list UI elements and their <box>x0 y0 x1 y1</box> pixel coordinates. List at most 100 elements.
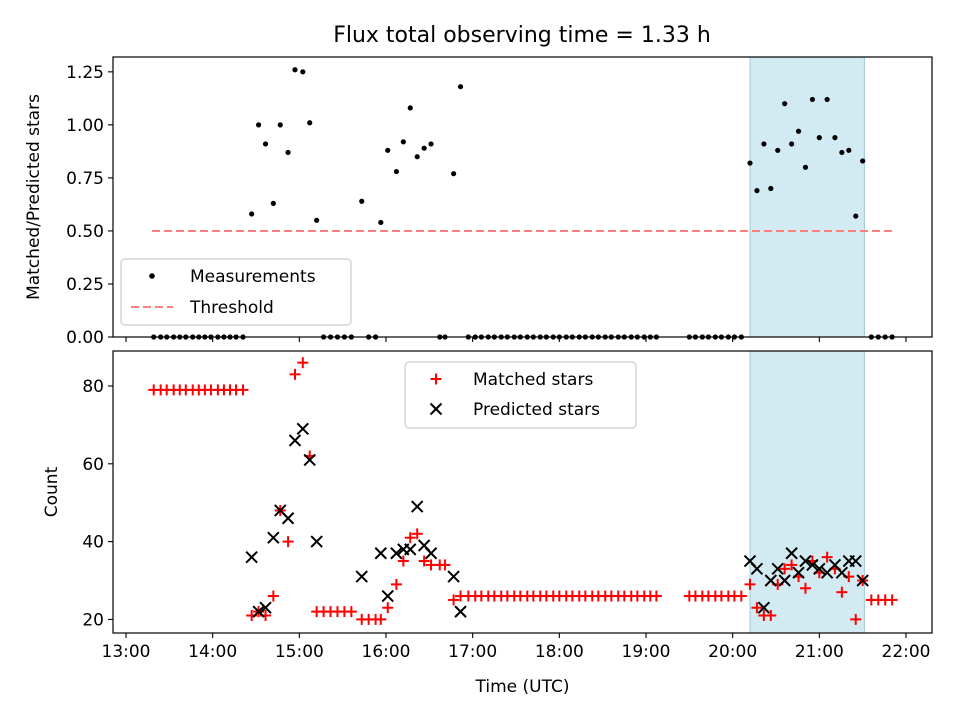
count-legend: Matched stars Predicted stars <box>404 361 637 429</box>
matched-star-point <box>765 609 777 621</box>
predicted-star-point <box>355 570 368 583</box>
x-tick-label: 17:00 <box>448 642 497 662</box>
predicted-star-point <box>245 550 258 564</box>
matched-star-point <box>786 559 798 571</box>
matched-star-point <box>411 528 423 540</box>
measurement-point <box>789 141 795 147</box>
legend-label-measurements: Measurements <box>190 267 316 287</box>
legend-label-predicted-stars: Predicted stars <box>473 400 600 420</box>
predicted-star-point <box>764 574 778 587</box>
legend-marker-dot <box>149 273 155 279</box>
matched-star-point <box>439 559 451 571</box>
predicted-star-point <box>288 434 302 447</box>
measurement-point <box>414 154 420 160</box>
predicted-star-point <box>296 422 310 436</box>
predicted-star-point <box>381 589 394 603</box>
predicted-star-point <box>785 547 798 560</box>
matched-star-point <box>237 384 249 396</box>
measurement-point <box>451 171 457 177</box>
measurement-point <box>277 122 283 128</box>
predicted-star-point <box>813 562 826 576</box>
count-panel: 13:00 14:00 15:00 16:00 17:00 18:00 19:00 20:00… <box>42 350 933 697</box>
matched-star-point <box>397 555 409 567</box>
matched-star-point <box>744 578 756 590</box>
legend-plus-glyph <box>430 373 442 385</box>
legend-label-threshold: Threshold <box>189 298 274 318</box>
measurement-point <box>378 219 384 226</box>
measurement-point <box>782 101 788 107</box>
ratio-legend: Measurements Threshold <box>120 258 352 326</box>
matched-star-point <box>799 582 811 594</box>
y-tick-label: 60 <box>82 455 104 475</box>
count-y-ticks: 20 40 60 80 <box>82 377 113 630</box>
count-axes-frame <box>112 350 933 634</box>
measurement-point <box>262 141 269 147</box>
predicted-star-point <box>404 543 417 556</box>
measurement-point <box>839 149 845 156</box>
matched-star-point <box>850 613 862 625</box>
legend-marker-x <box>429 402 443 416</box>
matched-star-point <box>375 613 387 625</box>
ratio-legend-box <box>120 258 352 326</box>
x-tick-label: 16:00 <box>362 642 411 662</box>
measurement-point <box>249 211 255 217</box>
x-tick-label: 13:00 <box>102 642 151 662</box>
predicted-star-point <box>252 605 265 618</box>
y-tick-label: 40 <box>82 533 104 553</box>
predicted-star-point <box>303 453 316 467</box>
predicted-star-point <box>390 547 403 560</box>
matched-star-point <box>382 602 394 614</box>
measurement-point <box>824 96 830 103</box>
chart-title: Flux total observing time = 1.33 h <box>333 23 711 48</box>
legend-x-glyph <box>429 402 443 416</box>
observing-window-shade <box>749 56 865 338</box>
measurement-point <box>270 200 276 206</box>
measurement-point <box>285 149 291 156</box>
measurement-point <box>768 185 774 192</box>
measurement-point <box>846 147 852 153</box>
predicted-star-point <box>799 554 812 568</box>
ratio-y-ticks: 0.00 0.25 0.50 0.75 1.00 1.25 <box>66 63 113 348</box>
predicted-star-point <box>424 547 438 560</box>
matched-star-point <box>282 536 294 548</box>
matched-star-point <box>390 578 402 590</box>
predicted-star-point <box>410 500 424 513</box>
measurement-point <box>795 128 802 134</box>
predicted-star-point <box>806 558 819 572</box>
y-tick-label: 0.75 <box>66 169 104 189</box>
matched-star-point <box>886 594 898 606</box>
observing-window-shade <box>749 350 865 634</box>
y-tick-label: 20 <box>82 610 104 630</box>
matched-star-point <box>418 555 430 567</box>
matched-star-point <box>751 602 763 614</box>
predicted-star-point <box>778 574 791 587</box>
x-tick-label: 21:00 <box>795 642 844 662</box>
y-tick-label: 0.50 <box>66 222 104 242</box>
x-tick-label: 20:00 <box>708 642 757 662</box>
matched-star-point <box>267 590 279 602</box>
predicted-star-point <box>856 574 869 587</box>
measurement-point <box>300 69 306 75</box>
matched-star-point <box>345 606 357 618</box>
predicted-star-point <box>281 512 295 525</box>
predicted-star-point <box>849 554 862 568</box>
legend-label-matched-stars: Matched stars <box>473 370 593 390</box>
measurement-point <box>400 139 406 145</box>
matched-star-point <box>448 594 460 606</box>
measurement-point <box>853 213 859 219</box>
y-tick-label: 1.00 <box>66 116 104 136</box>
matched-star-point <box>735 590 747 602</box>
legend-marker-plus <box>430 373 442 385</box>
predicted-star-point <box>259 601 272 614</box>
x-tick-label: 15:00 <box>275 642 324 662</box>
x-tick-label: 22:00 <box>882 642 931 662</box>
measurement-point <box>292 67 298 73</box>
matched-star-point <box>297 357 309 369</box>
predicted-star-point <box>374 547 388 560</box>
measurement-point <box>428 141 434 147</box>
matched-star-point <box>650 590 662 602</box>
matched-star-point <box>779 563 791 575</box>
measurement-point <box>860 158 866 164</box>
matched-star-point <box>836 586 848 598</box>
